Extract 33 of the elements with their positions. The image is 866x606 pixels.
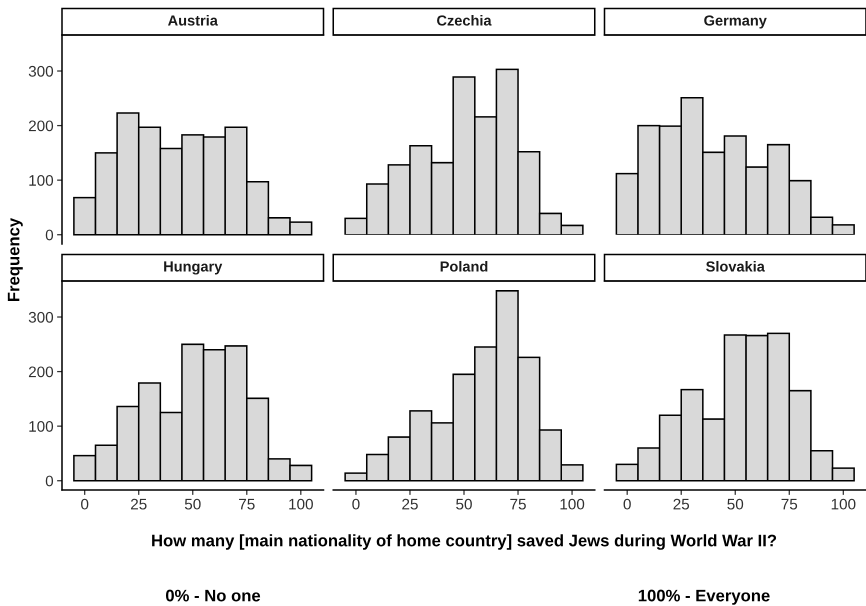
- chart-title: Hungary: [164, 261, 222, 275]
- x-tick-label: 75: [510, 498, 526, 510]
- chart-title: Germany: [704, 15, 767, 29]
- x-tick-label: 100: [832, 498, 856, 510]
- x-tick-label: 50: [456, 498, 472, 510]
- x-tick-label: 0: [624, 498, 631, 510]
- x-tick-label: 0: [352, 498, 360, 510]
- y-tick-label: 300: [28, 66, 54, 77]
- x-tick-label: 50: [184, 498, 201, 510]
- chart-title: Poland: [440, 260, 488, 272]
- y-axis-title: Frequency: [8, 218, 23, 302]
- y-tick-label: 200: [28, 366, 54, 378]
- chart-title: Austria: [168, 14, 218, 26]
- y-tick-label: 0: [46, 476, 54, 486]
- text: 0% - No one: [166, 590, 260, 602]
- x-axis-title: How many [main nationality of home country] saved Jews during World War II?: [152, 534, 776, 550]
- x-tick-label: 50: [727, 498, 744, 510]
- x-tick-label: 25: [130, 498, 147, 510]
- x-tick-label: 100: [560, 498, 584, 510]
- chart-title: Slovakia: [706, 260, 765, 272]
- y-tick-label: 300: [28, 312, 54, 323]
- y-tick-label: 200: [28, 120, 54, 132]
- y-tick-label: 100: [29, 421, 54, 432]
- chart-title: Czechia: [437, 14, 492, 26]
- x-tick-label: 25: [673, 498, 690, 510]
- x-tick-label: 75: [239, 498, 255, 510]
- x-tick-label: 0: [81, 498, 88, 510]
- y-tick-label: 100: [29, 175, 54, 186]
- x-tick-label: 25: [402, 498, 418, 510]
- text: 100% - Everyone: [638, 590, 770, 605]
- y-tick-label: 0: [46, 230, 54, 240]
- x-tick-label: 100: [289, 498, 313, 510]
- x-tick-label: 75: [782, 498, 798, 510]
